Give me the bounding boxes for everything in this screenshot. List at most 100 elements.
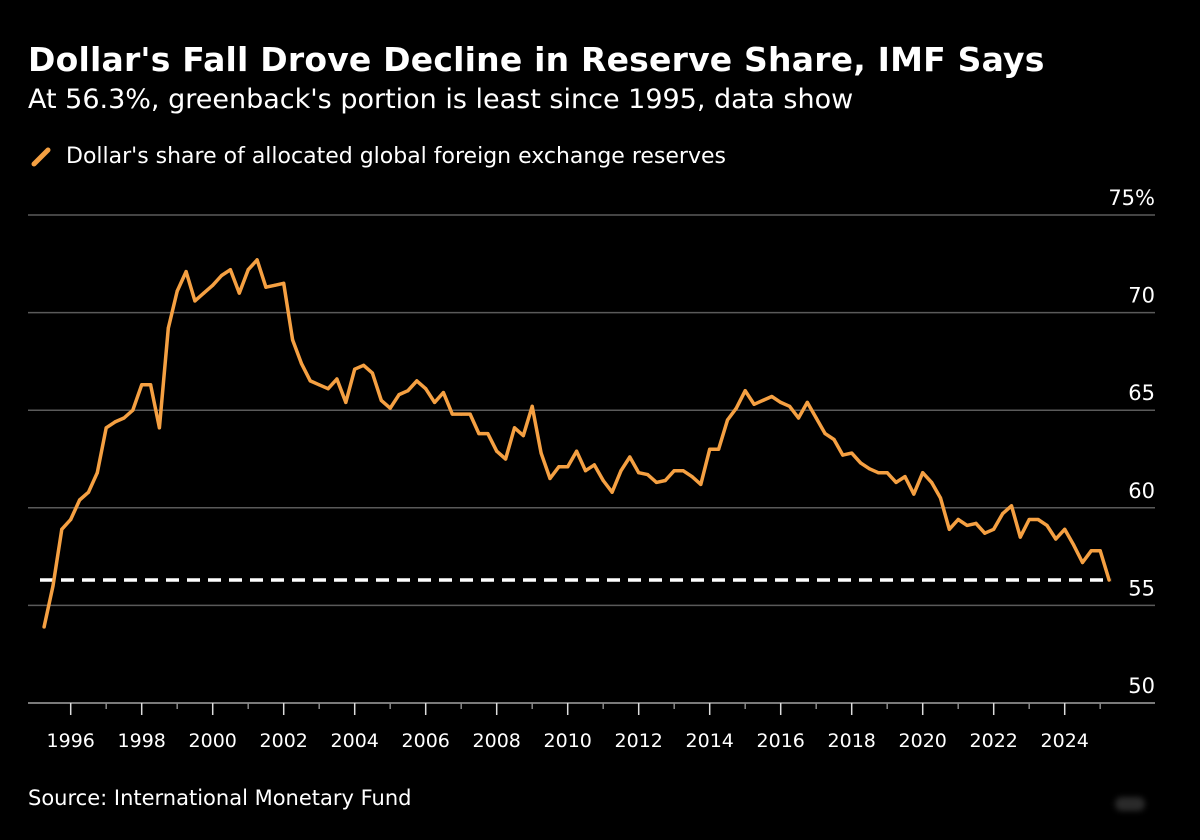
data-point [379,398,383,402]
data-point [699,482,703,486]
data-point [1045,523,1049,528]
x-tick-label: 2006 [402,730,450,752]
data-point [441,391,445,395]
data-point [894,480,898,484]
data-point [717,447,721,451]
x-tick-label: 2016 [757,730,805,752]
data-point [166,326,170,330]
data-point [1063,527,1067,531]
data-point [104,426,108,430]
data-point [157,426,161,430]
x-tick-label: 2000 [189,730,237,752]
data-point [841,453,845,457]
data-point [51,584,55,588]
data-point [335,377,339,381]
data-point [1036,517,1040,522]
x-tick-label: 2020 [899,730,947,752]
data-point [601,478,605,483]
data-point [388,406,392,410]
data-point [317,383,321,387]
data-point [814,416,818,420]
data-point [610,490,614,494]
y-tick-label: 75% [1108,186,1155,210]
data-point [1107,578,1111,582]
data-point [530,404,534,408]
y-tick-label: 50 [1128,674,1155,698]
data-point [1027,517,1031,522]
legend: Dollar's share of allocated global forei… [30,144,726,169]
source-note: Source: International Monetary Fund [28,786,412,810]
data-point [965,523,969,528]
data-point [237,291,241,295]
data-point [140,383,144,387]
data-point [734,406,738,410]
data-point [779,400,783,404]
data-point [548,476,552,481]
data-point [228,268,232,272]
series-line [42,258,1111,629]
data-point [575,449,579,453]
data-point [60,527,64,531]
data-point [42,625,46,629]
data-point [876,471,880,475]
data-point [308,379,312,383]
data-point [1018,535,1022,539]
x-tick-label: 2004 [331,730,379,752]
data-point [983,531,987,535]
chart-subtitle: At 56.3%, greenback's portion is least s… [28,84,854,115]
data-point [273,283,277,287]
data-point [86,490,91,494]
data-point [175,289,179,293]
data-point [743,389,747,393]
data-point [637,471,641,475]
x-tick-label: 2002 [260,730,308,752]
data-point [725,418,730,422]
data-point [583,469,588,473]
data-point [504,457,508,461]
y-tick-label: 70 [1128,284,1155,308]
x-tick-label: 2024 [1041,730,1089,752]
data-point [1001,512,1005,516]
data-point [397,393,401,397]
data-point [149,383,153,387]
data-point [788,404,792,408]
data-point [193,299,197,303]
data-point [592,463,596,467]
data-point [619,469,623,473]
data-point [752,402,756,406]
data-point [433,400,437,404]
data-point [761,398,765,402]
data-point [495,449,499,453]
data-point [362,363,366,367]
data-point [832,437,836,442]
data-point [859,461,863,465]
y-tick-label: 65 [1128,381,1155,405]
data-point [681,469,685,473]
data-point [885,471,889,475]
x-tick-label: 2012 [615,730,663,752]
data-point [823,432,827,436]
data-point [1072,543,1076,547]
data-point [663,478,667,483]
data-point [78,498,82,502]
data-point [220,273,224,278]
data-point [539,451,543,455]
data-point [424,387,428,391]
data-point [459,412,463,416]
x-axis: 1996 1998 2000 2002 2004 2006 2008 2010 2012 2014… [47,703,1101,752]
data-point [566,465,570,469]
data-point [796,416,801,420]
data-point [450,412,454,416]
x-tick-label: 2014 [686,730,734,752]
data-point [921,471,925,475]
watermark [1115,797,1145,811]
data-point [282,281,286,285]
data-point [912,492,916,496]
line-swatch-icon [31,147,51,166]
data-point [477,432,481,436]
data-point [992,527,996,531]
data-point [672,469,676,473]
data-point [1009,504,1014,508]
data-point [264,285,268,289]
x-tick-label: 1996 [47,730,95,752]
